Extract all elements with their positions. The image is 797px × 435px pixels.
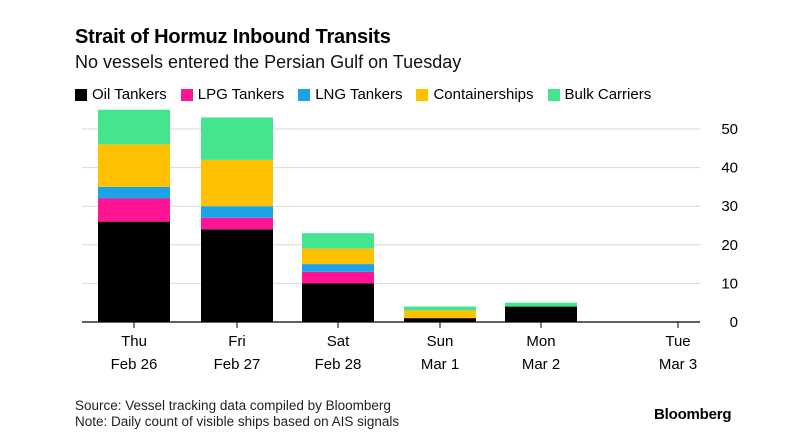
x-tick-label-day: Sat	[327, 333, 350, 350]
legend-swatch	[298, 88, 311, 101]
bar-lng-tankers-thu	[98, 186, 170, 199]
legend-item-containerships: Containerships	[416, 86, 534, 103]
x-tick-label-day: Tue	[665, 333, 690, 350]
legend-swatch	[75, 88, 87, 101]
bar-bulk-carriers-sat	[302, 233, 374, 249]
footnote: Note: Daily count of visible ships based…	[75, 414, 400, 429]
bar-bulk-carriers-sun	[404, 306, 476, 311]
bar-lng-tankers-sat	[302, 264, 374, 272]
x-tick-label-day: Mon	[526, 333, 555, 350]
y-tick-label: 10	[721, 275, 738, 292]
bar-lpg-tankers-sat	[302, 271, 374, 284]
bar-oil-tankers-thu	[98, 221, 170, 322]
legend-swatch	[416, 88, 429, 101]
y-tick-label: 30	[721, 198, 738, 215]
legend-swatch	[547, 88, 560, 101]
bar-lpg-tankers-fri	[201, 217, 273, 230]
source-note: Source: Vessel tracking data compiled by…	[75, 398, 391, 413]
chart-subtitle: No vessels entered the Persian Gulf on T…	[75, 52, 462, 72]
legend-label: Oil Tankers	[92, 86, 167, 103]
x-tick-label-date: Feb 26	[111, 356, 158, 373]
y-tick-label: 50	[721, 121, 738, 138]
bar-containerships-sun	[404, 310, 476, 319]
legend-label: LPG Tankers	[197, 86, 285, 103]
legend-swatch	[180, 88, 193, 101]
bar-oil-tankers-sun	[404, 318, 476, 322]
x-tick-label-date: Mar 3	[659, 356, 697, 373]
bar-containerships-fri	[201, 159, 273, 207]
bar-containerships-thu	[98, 144, 170, 187]
legend-label: Containerships	[433, 86, 534, 103]
y-tick-label: 40	[721, 160, 738, 177]
legend-item-lng-tankers: LNG Tankers	[298, 86, 402, 103]
legend-label: Bulk Carriers	[564, 86, 652, 103]
x-tick-label-day: Fri	[228, 333, 246, 350]
x-tick-label-day: Thu	[121, 333, 147, 350]
bar-oil-tankers-fri	[201, 229, 273, 322]
bar-bulk-carriers-thu	[98, 109, 170, 145]
x-tick-label-date: Mar 1	[421, 356, 459, 373]
y-tick-label: 0	[730, 314, 738, 331]
legend-item-oil-tankers: Oil Tankers	[75, 86, 167, 103]
bar-lpg-tankers-thu	[98, 198, 170, 222]
x-tick-label-date: Feb 27	[214, 356, 261, 373]
bar-oil-tankers-mon	[505, 306, 577, 322]
x-tick-label-day: Sun	[427, 333, 454, 350]
bar-bulk-carriers-fri	[201, 117, 273, 160]
bar-containerships-sat	[302, 248, 374, 265]
bloomberg-logo: Bloomberg	[654, 406, 732, 423]
chart-title: Strait of Hormuz Inbound Transits	[75, 26, 391, 48]
legend: Oil Tankers LPG Tankers LNG Tankers Contain…	[75, 86, 651, 103]
bar-oil-tankers-sat	[302, 283, 374, 322]
legend-label: LNG Tankers	[315, 86, 403, 103]
bar-bulk-carriers-mon	[505, 302, 577, 307]
legend-item-bulk-carriers: Bulk Carriers	[547, 86, 652, 103]
x-tick-label-date: Mar 2	[522, 356, 560, 373]
bar-lng-tankers-fri	[201, 206, 273, 218]
x-tick-label-date: Feb 28	[315, 356, 362, 373]
y-tick-label: 20	[721, 237, 738, 254]
legend-item-lpg-tankers: LPG Tankers	[180, 86, 285, 103]
